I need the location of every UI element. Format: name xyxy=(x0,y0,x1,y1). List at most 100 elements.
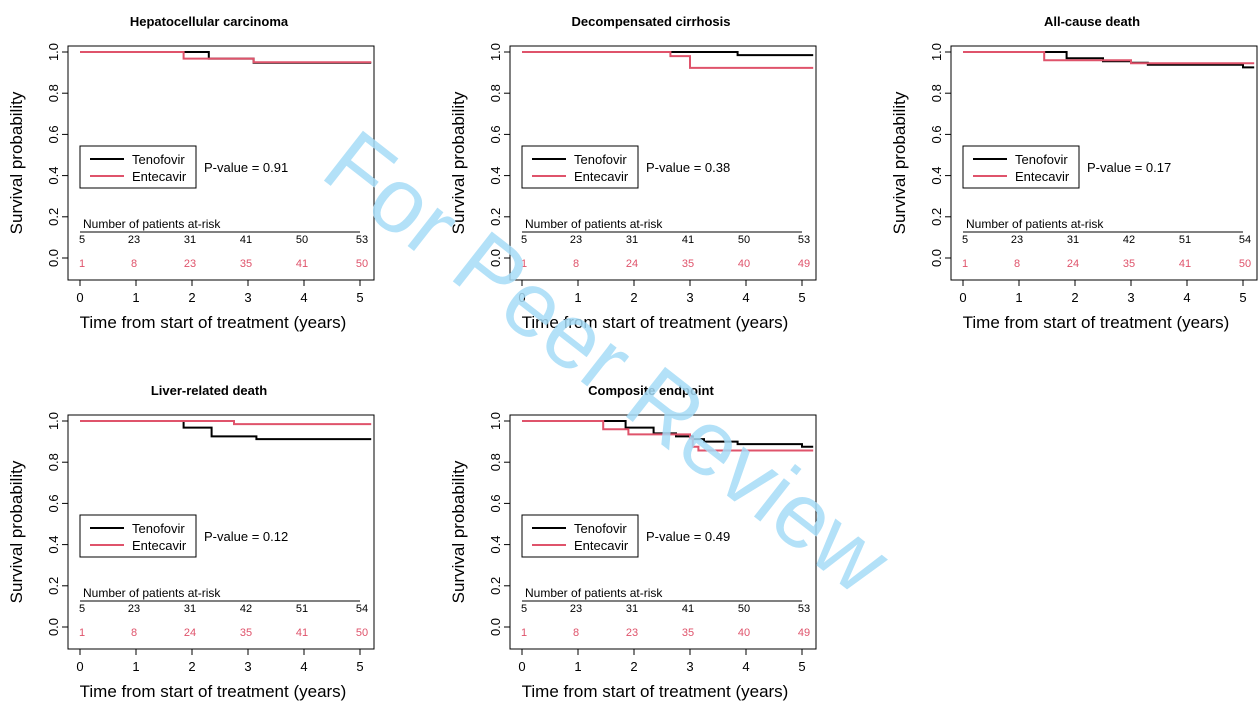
x-axis-label: Time from start of treatment (years) xyxy=(522,313,789,332)
risk-table-title: Number of patients at-risk xyxy=(83,217,221,231)
risk-count-tenofovir: 53 xyxy=(356,234,368,246)
y-tick-label: 0.6 xyxy=(929,125,944,143)
risk-table-title: Number of patients at-risk xyxy=(83,586,221,600)
curve-entecavir xyxy=(522,51,814,69)
y-axis-label: Survival probability xyxy=(7,460,26,603)
risk-count-tenofovir: 42 xyxy=(1123,234,1135,246)
x-tick-label: 2 xyxy=(630,659,637,674)
x-tick-label: 0 xyxy=(518,290,525,305)
x-tick-label: 4 xyxy=(742,659,749,674)
x-tick-label: 3 xyxy=(686,290,693,305)
y-tick-label: 0.2 xyxy=(46,208,61,226)
risk-count-entecavir: 35 xyxy=(240,627,252,639)
x-tick-label: 5 xyxy=(356,659,363,674)
risk-count-entecavir: 23 xyxy=(184,258,196,270)
panel-title: All-cause death xyxy=(1044,14,1140,29)
risk-count-tenofovir: 54 xyxy=(356,603,368,615)
panel-title: Decompensated cirrhosis xyxy=(572,14,731,29)
risk-count-tenofovir: 5 xyxy=(521,603,527,615)
y-tick-label: 0.2 xyxy=(46,577,61,595)
panel-title: Composite endpoint xyxy=(588,383,714,398)
x-tick-label: 1 xyxy=(574,659,581,674)
x-tick-label: 5 xyxy=(798,659,805,674)
risk-count-tenofovir: 23 xyxy=(570,603,582,615)
km-panel: Liver-related death 0.0 0.2 0.4 0.6 0.8 1.0 Sur… xyxy=(7,383,375,701)
x-tick-label: 1 xyxy=(1015,290,1022,305)
legend-label: Tenofovir xyxy=(574,152,627,167)
p-value: P-value = 0.12 xyxy=(204,529,288,544)
risk-count-tenofovir: 31 xyxy=(626,603,638,615)
risk-count-entecavir: 40 xyxy=(738,258,750,270)
risk-count-tenofovir: 23 xyxy=(128,234,140,246)
risk-count-entecavir: 35 xyxy=(240,258,252,270)
plot-frame xyxy=(950,45,1258,281)
plot-frame xyxy=(509,414,817,650)
risk-count-entecavir: 8 xyxy=(131,627,137,639)
risk-count-entecavir: 35 xyxy=(682,258,694,270)
x-tick-label: 1 xyxy=(132,659,139,674)
risk-count-tenofovir: 50 xyxy=(738,603,750,615)
x-tick-label: 2 xyxy=(1071,290,1078,305)
legend-label: Tenofovir xyxy=(1015,152,1068,167)
x-tick-label: 0 xyxy=(959,290,966,305)
risk-count-tenofovir: 31 xyxy=(1067,234,1079,246)
risk-count-entecavir: 1 xyxy=(79,627,85,639)
y-tick-label: 1.0 xyxy=(46,412,61,430)
y-tick-label: 1.0 xyxy=(46,43,61,61)
risk-count-entecavir: 35 xyxy=(682,627,694,639)
y-tick-label: 0.6 xyxy=(46,125,61,143)
risk-count-entecavir: 49 xyxy=(798,627,810,639)
risk-count-entecavir: 50 xyxy=(356,627,368,639)
y-tick-label: 0.8 xyxy=(488,84,503,102)
x-tick-label: 2 xyxy=(188,290,195,305)
risk-count-entecavir: 8 xyxy=(573,258,579,270)
y-tick-label: 0.2 xyxy=(488,577,503,595)
y-axis-label: Survival probability xyxy=(449,460,468,603)
x-axis-label: Time from start of treatment (years) xyxy=(522,682,789,701)
x-axis-label: Time from start of treatment (years) xyxy=(80,313,347,332)
p-value: P-value = 0.38 xyxy=(646,160,730,175)
y-tick-label: 0.0 xyxy=(46,618,61,636)
y-tick-label: 0.4 xyxy=(46,536,61,554)
curve-entecavir xyxy=(963,51,1255,65)
curve-entecavir xyxy=(522,420,814,452)
legend-label: Entecavir xyxy=(132,169,187,184)
p-value: P-value = 0.49 xyxy=(646,529,730,544)
x-tick-label: 0 xyxy=(76,290,83,305)
risk-count-tenofovir: 50 xyxy=(296,234,308,246)
risk-count-tenofovir: 5 xyxy=(79,603,85,615)
y-tick-label: 0.4 xyxy=(929,167,944,185)
risk-count-entecavir: 23 xyxy=(626,627,638,639)
risk-count-tenofovir: 41 xyxy=(682,603,694,615)
x-tick-label: 0 xyxy=(518,659,525,674)
risk-count-entecavir: 49 xyxy=(798,258,810,270)
legend-label: Tenofovir xyxy=(132,521,185,536)
km-panel: Composite endpoint 0.0 0.2 0.4 0.6 0.8 1.0 Surv… xyxy=(449,383,817,701)
curve-entecavir xyxy=(80,420,372,426)
y-tick-label: 0.6 xyxy=(46,494,61,512)
curve-entecavir xyxy=(80,51,372,64)
risk-count-entecavir: 40 xyxy=(738,627,750,639)
km-panel: Decompensated cirrhosis 0.0 0.2 0.4 0.6 0.8 1.… xyxy=(449,14,817,332)
risk-count-tenofovir: 23 xyxy=(570,234,582,246)
legend-box xyxy=(79,145,197,189)
risk-count-tenofovir: 53 xyxy=(798,234,810,246)
x-tick-label: 1 xyxy=(132,290,139,305)
risk-count-tenofovir: 51 xyxy=(1179,234,1191,246)
y-tick-label: 1.0 xyxy=(488,412,503,430)
plot-frame xyxy=(67,45,375,281)
risk-count-tenofovir: 5 xyxy=(962,234,968,246)
x-tick-label: 3 xyxy=(686,659,693,674)
x-tick-label: 3 xyxy=(1127,290,1134,305)
risk-count-entecavir: 41 xyxy=(296,258,308,270)
risk-count-entecavir: 24 xyxy=(1067,258,1079,270)
y-tick-label: 0.8 xyxy=(46,84,61,102)
risk-count-entecavir: 35 xyxy=(1123,258,1135,270)
x-tick-label: 1 xyxy=(574,290,581,305)
risk-count-entecavir: 8 xyxy=(131,258,137,270)
risk-count-tenofovir: 5 xyxy=(79,234,85,246)
legend-label: Entecavir xyxy=(574,538,629,553)
p-value: P-value = 0.17 xyxy=(1087,160,1171,175)
risk-count-entecavir: 8 xyxy=(573,627,579,639)
